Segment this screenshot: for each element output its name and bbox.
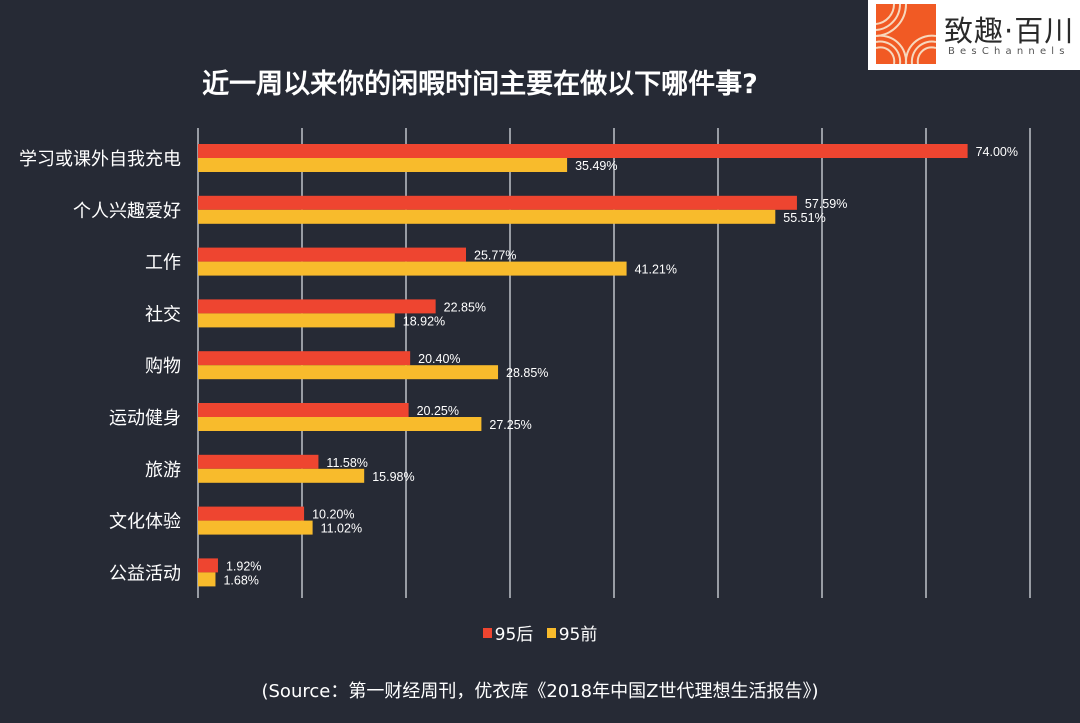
bar-95qian bbox=[198, 417, 482, 431]
category-label: 购物 bbox=[145, 356, 181, 377]
bar-95hou bbox=[198, 144, 968, 158]
category-label: 社交 bbox=[145, 304, 181, 325]
value-label: 57.59% bbox=[805, 197, 847, 211]
value-label: 28.85% bbox=[506, 366, 548, 380]
bar-95hou bbox=[198, 506, 305, 521]
value-label: 74.00% bbox=[976, 145, 1018, 159]
value-label: 20.25% bbox=[417, 404, 459, 418]
value-label: 22.85% bbox=[444, 300, 486, 314]
value-label: 35.49% bbox=[575, 159, 617, 173]
bar-95qian bbox=[198, 520, 313, 535]
bar-95hou bbox=[198, 299, 436, 314]
legend-item-95qian: 95前 bbox=[546, 620, 598, 645]
chart-title: 近一周以来你的闲暇时间主要在做以下哪件事? bbox=[0, 62, 1080, 101]
bars bbox=[198, 144, 968, 587]
legend-swatch-95hou bbox=[482, 627, 492, 638]
category-label: 个人兴趣爱好 bbox=[73, 201, 181, 222]
value-label: 11.02% bbox=[321, 522, 362, 536]
bar-95hou bbox=[198, 351, 411, 366]
category-label: 工作 bbox=[145, 253, 181, 274]
bar-95qian bbox=[198, 572, 216, 587]
value-label: 1.92% bbox=[226, 559, 261, 573]
brand-logo: 致趣·百川 BesChannels bbox=[868, 0, 1080, 70]
bar-95hou bbox=[198, 558, 218, 573]
beschannels-logo-icon bbox=[876, 4, 936, 64]
legend-swatch-95qian bbox=[546, 627, 556, 638]
value-label: 20.40% bbox=[418, 352, 460, 366]
value-label: 1.68% bbox=[223, 573, 258, 587]
legend-label-95qian: 95前 bbox=[558, 625, 598, 645]
source-note: (Source：第一财经周刊，优衣库《2018年中国Z世代理想生活报告》) bbox=[261, 681, 819, 702]
value-label: 25.77% bbox=[474, 249, 516, 263]
value-label: 11.58% bbox=[326, 456, 367, 470]
value-label: 27.25% bbox=[489, 418, 531, 432]
bar-95hou bbox=[198, 454, 319, 469]
value-label: 55.51% bbox=[783, 211, 825, 225]
bar-95qian bbox=[198, 209, 776, 224]
chart-title-text: 近一周以来你的闲暇时间主要在做以下哪件事? bbox=[202, 69, 758, 100]
bar-95qian bbox=[198, 261, 627, 276]
value-label: 15.98% bbox=[372, 470, 414, 484]
logo-english-name: BesChannels bbox=[948, 46, 1070, 57]
legend-item-95hou: 95后 bbox=[482, 620, 534, 645]
value-label: 41.21% bbox=[635, 263, 677, 277]
legend-label-95hou: 95后 bbox=[494, 625, 534, 645]
value-labels: 74.00% 35.49% 57.59%55.51% 25.77% 41.21% 22.8… bbox=[223, 145, 1018, 587]
category-label: 文化体验 bbox=[109, 512, 181, 533]
category-label: 学习或课外自我充电 bbox=[19, 149, 181, 170]
category-label: 公益活动 bbox=[109, 563, 181, 584]
category-label: 运动健身 bbox=[109, 408, 181, 429]
bar-95hou bbox=[198, 247, 467, 262]
legend: 95后 95前 bbox=[0, 620, 1080, 645]
bar-95qian bbox=[198, 158, 568, 172]
value-label: 18.92% bbox=[403, 314, 445, 328]
bar-95qian bbox=[198, 313, 395, 328]
category-label: 旅游 bbox=[145, 460, 181, 481]
bar-95qian bbox=[198, 468, 365, 483]
value-label: 10.20% bbox=[312, 508, 354, 522]
bar-95hou bbox=[198, 195, 797, 210]
logo-chinese-name: 致趣·百川 bbox=[944, 14, 1075, 48]
bar-95qian bbox=[198, 365, 499, 380]
bar-95hou bbox=[198, 403, 409, 417]
